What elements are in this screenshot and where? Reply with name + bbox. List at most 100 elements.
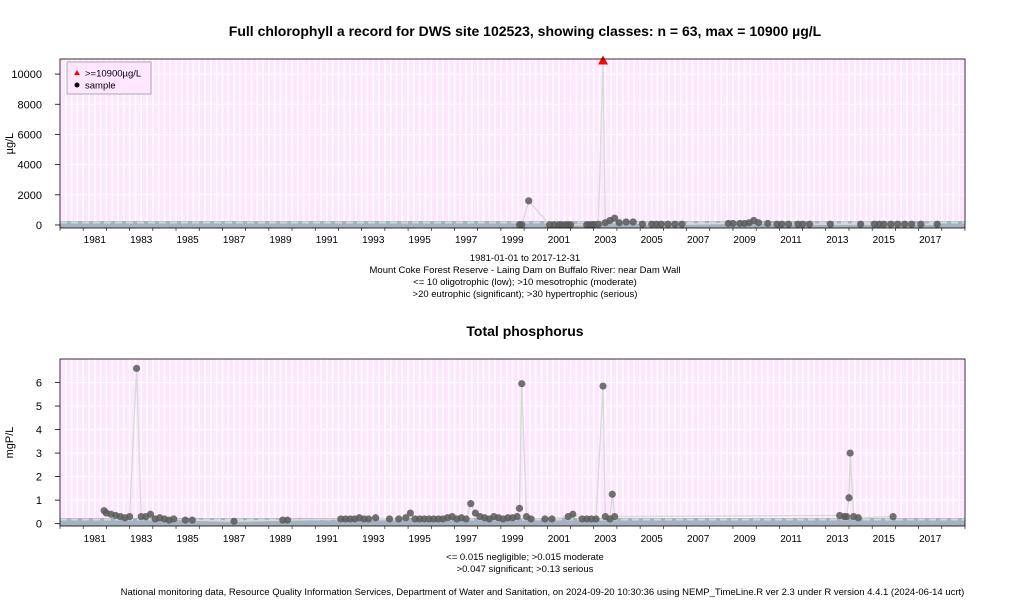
chart1-xtick-label: 2009 bbox=[733, 235, 756, 246]
chart1-caption-line: <= 10 oligotrophic (low); >10 mesotrophi… bbox=[413, 277, 637, 288]
chart1-ytick-label: 6000 bbox=[18, 129, 42, 141]
chart2-xtick-label: 1995 bbox=[409, 534, 432, 545]
chart2-ytick-label: 2 bbox=[36, 472, 42, 484]
chart2-sample-point bbox=[569, 510, 577, 518]
chart1-sample-point bbox=[622, 218, 630, 226]
footer-note: National monitoring data, Resource Quali… bbox=[120, 587, 965, 598]
chart1-ytick-label: 4000 bbox=[18, 160, 42, 172]
chart1-sample-point bbox=[917, 220, 925, 228]
chart1-xtick-label: 1991 bbox=[316, 235, 339, 246]
chart2-caption-line: <= 0.015 negligible; >0.015 moderate bbox=[446, 552, 604, 563]
chart1-title: Full chlorophyll a record for DWS site 1… bbox=[228, 23, 822, 39]
chart1-caption-line: Mount Coke Forest Reserve - Laing Dam on… bbox=[369, 265, 681, 276]
chart2-sample-point bbox=[406, 509, 414, 517]
chart1-caption-line: >20 eutrophic (significant); >30 hypertr… bbox=[412, 289, 638, 300]
chart2-sample-point bbox=[515, 504, 524, 512]
chart2-caption: <= 0.015 negligible; >0.015 moderate >0.… bbox=[0, 552, 1024, 576]
chart2-plot: 0 1 2 3 4 5 6 mgP/L 1981 1983 1985 1987 1989 1991 1993… bbox=[4, 358, 966, 545]
chart2-xtick-label: 1997 bbox=[455, 534, 478, 545]
chart1-plot: 0 2000 4000 6000 8000 10000 µg/L 1981 1983 1985 19… bbox=[4, 55, 966, 246]
chart1-sample-point bbox=[638, 220, 647, 228]
chart2-sample-point bbox=[541, 515, 549, 523]
chart1-max-marker bbox=[598, 55, 608, 65]
chart1-xtick-label: 1993 bbox=[362, 235, 385, 246]
chart2-sample-point bbox=[365, 515, 373, 523]
chart1-caption-line: 1981-01-01 to 2017-12-31 bbox=[469, 253, 581, 264]
chart1-sample-point bbox=[826, 220, 835, 228]
chart2-sample-point bbox=[170, 515, 178, 523]
chart1-ylabel: µg/L bbox=[4, 133, 16, 155]
chart2-sample-point bbox=[845, 494, 853, 502]
chart2-xtick-label: 2017 bbox=[919, 534, 942, 545]
chart1-xtick-label: 2005 bbox=[641, 235, 664, 246]
chart2-sample-point bbox=[385, 515, 394, 523]
chart1-sample-point bbox=[894, 220, 902, 228]
chart1-sample-point bbox=[798, 220, 807, 228]
chart1-sample-point bbox=[729, 219, 737, 228]
chart1-sample-point bbox=[933, 220, 941, 228]
chart1-legend-label: >=10900µg/L bbox=[85, 69, 141, 80]
chart2-sample-point bbox=[188, 516, 196, 524]
chart2-xtick-label: 1985 bbox=[177, 534, 200, 545]
chart1-sample-point bbox=[664, 220, 672, 228]
chart1-plot-frame bbox=[59, 58, 966, 229]
chart2-sample-point bbox=[146, 510, 155, 518]
chart2-ytick-label: 6 bbox=[36, 378, 42, 390]
chart1-sample-point bbox=[594, 220, 602, 228]
chart2-ylabel: mgP/L bbox=[4, 427, 16, 459]
chart2-sample-point bbox=[181, 516, 189, 524]
chart2-plot-frame bbox=[59, 358, 966, 527]
chart2-xtick-label: 2013 bbox=[826, 534, 849, 545]
chart2-xtick-label: 1987 bbox=[223, 534, 246, 545]
chart1-sample-point bbox=[908, 220, 916, 228]
chart2-caption-line: >0.047 significant; >0.13 serious bbox=[456, 564, 594, 575]
chart1-points bbox=[515, 55, 941, 229]
chart2-sample-point bbox=[467, 500, 475, 508]
chart2-sample-point bbox=[132, 364, 141, 373]
chart2-title: Total phosphorus bbox=[466, 323, 584, 339]
chart1-sample-point bbox=[856, 220, 865, 228]
chart2-xtick-label: 2011 bbox=[780, 534, 802, 545]
chart1-legend-label: sample bbox=[85, 81, 116, 92]
chart2-sample-point bbox=[843, 512, 851, 521]
chart1-sample-point bbox=[611, 214, 619, 222]
chart2-xtick-label: 1983 bbox=[130, 534, 153, 545]
chart2-sample-point bbox=[283, 516, 292, 524]
chart1-sample-point bbox=[778, 220, 786, 228]
chart2-xtick-label: 1989 bbox=[269, 534, 292, 545]
chart1-ytick-label: 2000 bbox=[18, 190, 42, 202]
chart1-xtick-label: 2015 bbox=[873, 235, 896, 246]
chart2-sample-point bbox=[395, 515, 403, 523]
chart1-sample-point bbox=[615, 219, 623, 227]
chart1-xtick-label: 1985 bbox=[177, 235, 200, 246]
chart2-xtick-label: 2009 bbox=[733, 534, 756, 545]
chart2-sample-point bbox=[513, 512, 521, 521]
chart1-sample-point bbox=[678, 220, 686, 228]
chart1-sample-point bbox=[764, 219, 772, 228]
chart2-sample-point bbox=[462, 515, 470, 523]
chart1-legend-dot-icon bbox=[74, 82, 80, 88]
chart2-xtick-label: 2001 bbox=[548, 534, 571, 545]
chart1-sample-point bbox=[566, 221, 575, 229]
chart1-ytick-label: 10000 bbox=[11, 69, 42, 81]
chart2-sample-point bbox=[548, 515, 556, 523]
chart2-ytick-label: 3 bbox=[36, 448, 42, 460]
chart1-xtick-label: 2017 bbox=[919, 235, 942, 246]
chart2-xtick-label: 2005 bbox=[641, 534, 664, 545]
chart2-xtick-label: 2015 bbox=[873, 534, 896, 545]
chart1-xtick-label: 2011 bbox=[780, 235, 802, 246]
chart2-xtick-label: 1993 bbox=[362, 534, 385, 545]
chart2-gridlines bbox=[59, 359, 966, 526]
chart2-sample-point bbox=[126, 512, 134, 521]
chart2-sample-point bbox=[592, 515, 600, 523]
chart1-xtick-label: 1981 bbox=[84, 235, 107, 246]
chart1-ytick-label: 8000 bbox=[18, 99, 42, 111]
chart1-xtick-label: 1987 bbox=[223, 235, 246, 246]
chart2-sample-point bbox=[599, 382, 607, 390]
chart2-sample-point bbox=[402, 514, 410, 522]
chart1-xtick-label: 2013 bbox=[826, 235, 849, 246]
chart2-ytick-label: 1 bbox=[36, 495, 42, 507]
chart1-xtick-label: 2003 bbox=[594, 235, 617, 246]
chart1-sample-point bbox=[805, 220, 814, 228]
